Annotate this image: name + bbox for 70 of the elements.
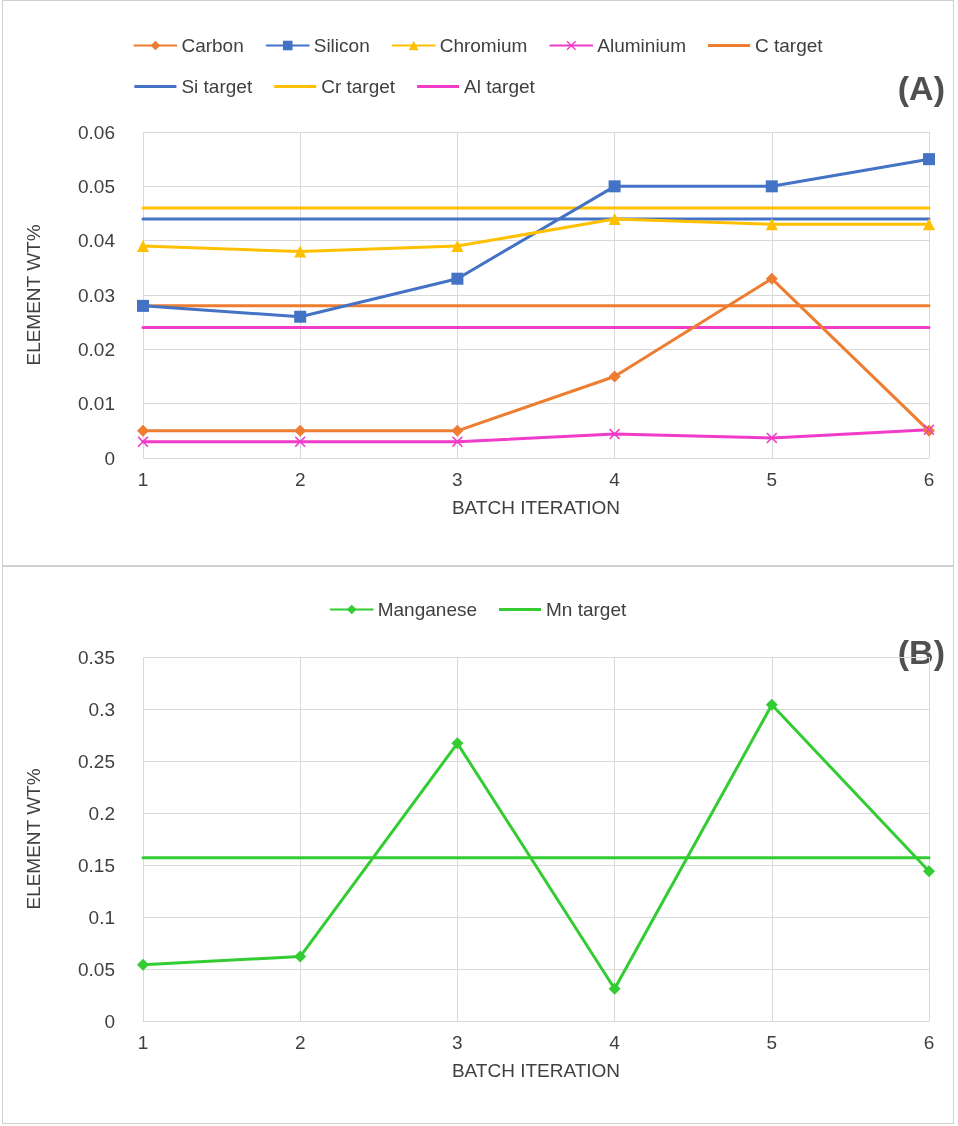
legend-label: Al target (464, 76, 536, 97)
point (451, 737, 464, 750)
y-tick-label: 0.15 (78, 854, 115, 876)
x-tick-label: 3 (452, 469, 463, 490)
legend-label: C target (755, 35, 824, 56)
point (294, 950, 307, 963)
y-tick-label: 0.05 (78, 958, 115, 980)
legend-label: Manganese (377, 599, 478, 620)
point (294, 310, 307, 323)
point (765, 272, 778, 285)
legend-label: Mn target (546, 599, 627, 620)
x-tick-label: 6 (923, 1032, 935, 1053)
y-tick-label: 0.1 (88, 906, 115, 928)
point (923, 865, 935, 878)
x-tick-label: 4 (609, 469, 621, 490)
text: (A) (897, 69, 945, 107)
point (451, 424, 464, 437)
y-tick-label: 0.04 (78, 230, 116, 252)
point (451, 240, 464, 253)
legend-label: Carbon (181, 35, 244, 56)
point (608, 212, 621, 225)
y-tick-label: 0.03 (78, 284, 115, 306)
x-axis-title: BATCH ITERATION (451, 1060, 621, 1081)
x-tick-label: 3 (452, 1032, 463, 1053)
point (608, 180, 621, 193)
x-tick-label: 2 (294, 469, 306, 490)
point (294, 436, 306, 448)
annotation: (B) (897, 633, 945, 671)
point (137, 299, 149, 312)
point (137, 958, 149, 971)
x-tick-label: 4 (609, 1032, 621, 1053)
legend-label: Silicon (313, 35, 370, 56)
y-tick-label: 0.2 (88, 802, 115, 824)
y-tick-label: 0 (104, 447, 115, 469)
point (137, 240, 149, 253)
point (766, 432, 778, 444)
y-tick-label: 0 (104, 1010, 115, 1032)
x-axis-title: BATCH ITERATION (451, 497, 621, 518)
point (923, 218, 935, 231)
point (765, 698, 778, 711)
point (137, 436, 149, 448)
y-tick-label: 0.05 (78, 175, 115, 197)
point (765, 218, 778, 231)
legend-label: Chromium (439, 35, 528, 56)
point (451, 436, 463, 448)
y-tick-label: 0.35 (78, 646, 115, 668)
point (608, 370, 621, 383)
y-tick-label: 0.3 (88, 698, 115, 720)
point (137, 424, 149, 437)
y-axis-title: ELEMENT WT% (23, 768, 44, 910)
legend-label: Cr target (321, 76, 396, 97)
x-tick-label: 2 (294, 1032, 306, 1053)
y-tick-label: 0.01 (78, 393, 115, 415)
point (609, 428, 621, 440)
y-tick-label: 0.06 (78, 121, 115, 143)
x-tick-label: 6 (923, 469, 935, 490)
y-axis-title: ELEMENT WT% (23, 224, 44, 366)
y-tick-label: 0.02 (78, 338, 115, 360)
point (765, 180, 778, 193)
legend-label: Si target (181, 76, 253, 97)
x-tick-label: 1 (137, 1032, 149, 1053)
point (923, 153, 935, 166)
x-tick-label: 1 (137, 469, 149, 490)
x-tick-label: 5 (766, 1032, 778, 1053)
point (608, 982, 621, 995)
y-tick-label: 0.25 (78, 750, 115, 772)
point (451, 272, 464, 285)
legend-label: Aluminium (597, 35, 687, 56)
point (294, 245, 307, 258)
x-tick-label: 5 (766, 469, 778, 490)
